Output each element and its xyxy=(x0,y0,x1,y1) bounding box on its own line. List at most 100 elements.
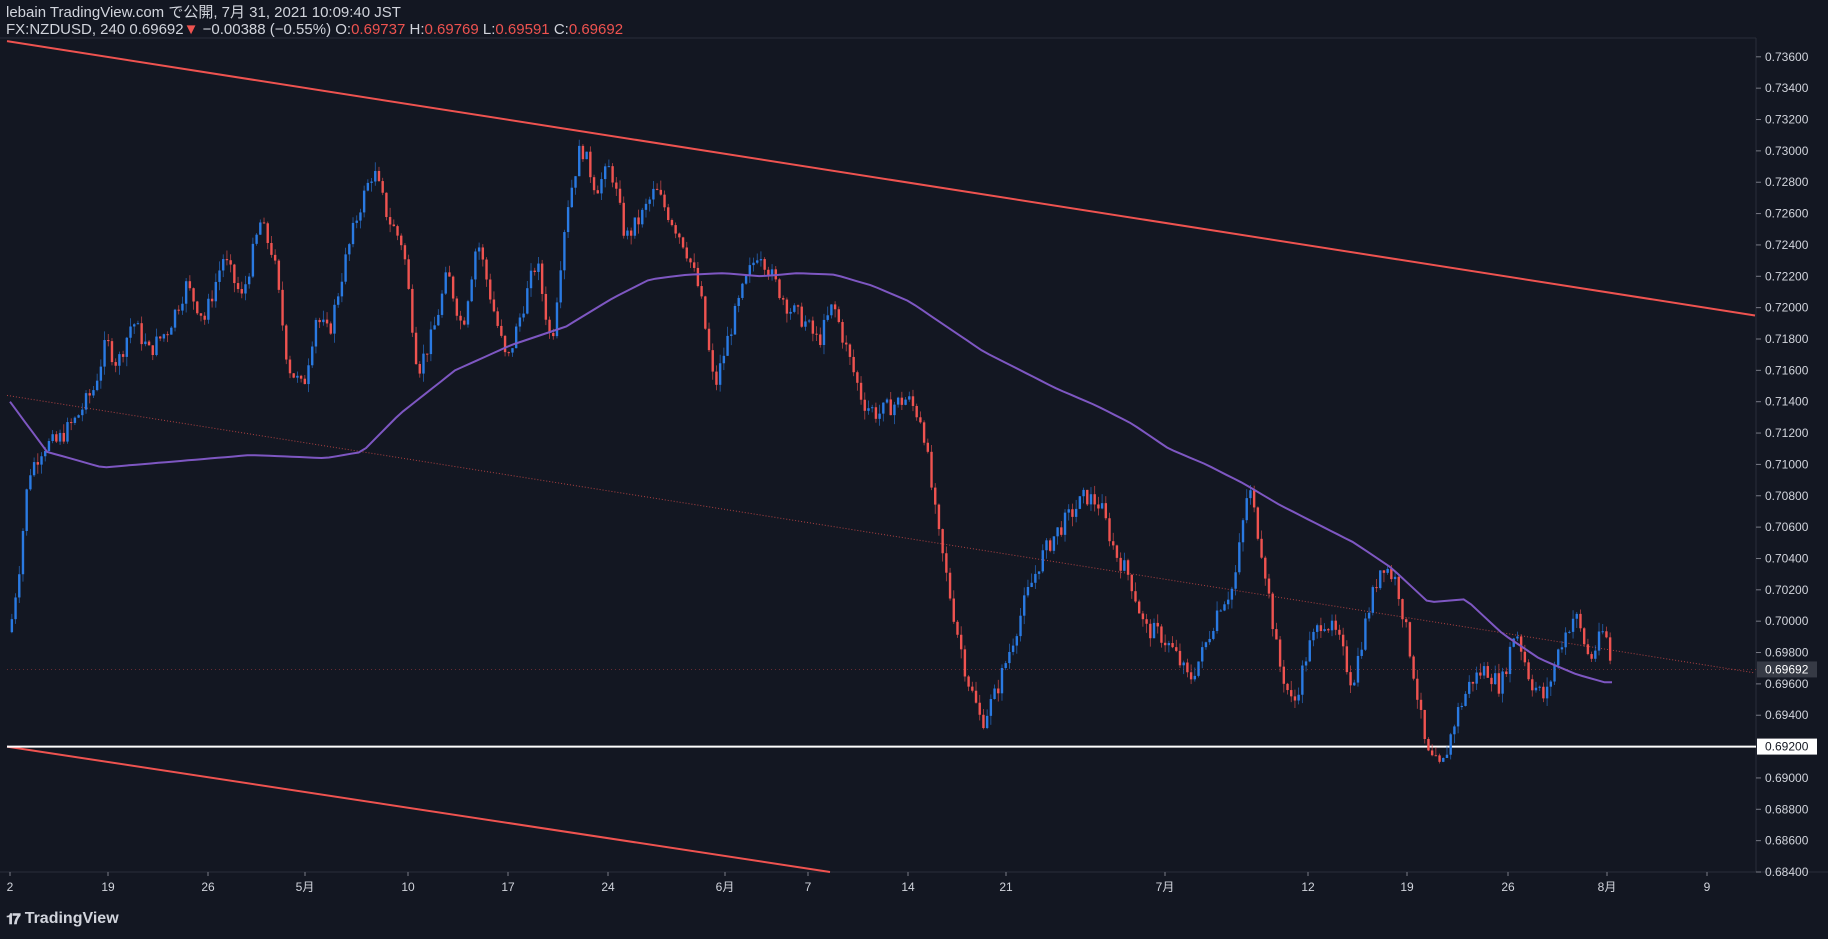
candle-body xyxy=(856,372,859,383)
candle-body xyxy=(1063,512,1067,535)
candle-body xyxy=(807,320,811,322)
candle-body xyxy=(1000,667,1004,694)
candle-body xyxy=(659,189,663,195)
candle-body xyxy=(956,621,959,635)
y-tick-label: 0.70200 xyxy=(1765,583,1809,597)
candle-body xyxy=(492,299,496,312)
candle-body xyxy=(474,251,477,280)
candle-body xyxy=(1097,504,1100,509)
support-price-badge xyxy=(1757,738,1817,755)
candle-body xyxy=(937,504,941,530)
candle-body xyxy=(1482,666,1486,676)
candle-body xyxy=(1601,631,1604,633)
y-tick-label: 0.68600 xyxy=(1765,834,1809,848)
candle-body xyxy=(759,259,763,261)
candle-body xyxy=(552,332,555,337)
candle-body xyxy=(1234,572,1237,589)
y-tick-label: 0.73200 xyxy=(1765,113,1809,127)
candle-body xyxy=(1134,591,1137,602)
candle-body xyxy=(896,397,900,405)
candle-body xyxy=(581,145,585,160)
candle-body xyxy=(1167,643,1171,646)
candle-body xyxy=(396,226,399,236)
channel-upper-line xyxy=(6,40,1756,317)
y-tick-label: 0.72000 xyxy=(1765,301,1809,315)
candle-body xyxy=(963,649,967,677)
x-tick-label: 26 xyxy=(1501,880,1515,894)
candle-body xyxy=(1241,520,1245,543)
candle-body xyxy=(1493,673,1497,685)
candle-body xyxy=(1594,650,1597,659)
candle-body xyxy=(707,328,711,351)
candle-body xyxy=(177,309,180,311)
candle-body xyxy=(489,279,492,300)
candle-body xyxy=(422,353,425,374)
candle-body xyxy=(852,356,855,373)
candle-body xyxy=(533,270,536,272)
candle-body xyxy=(1137,601,1141,614)
candle-body xyxy=(374,170,377,182)
candle-body xyxy=(1367,612,1371,619)
candle-body xyxy=(511,348,514,353)
candle-body xyxy=(1152,622,1156,639)
candle-body xyxy=(299,375,303,379)
candle-body xyxy=(188,281,192,289)
y-tick-label: 0.72800 xyxy=(1765,175,1809,189)
candle-body xyxy=(21,530,25,575)
candle-body xyxy=(1175,647,1178,651)
candle-body xyxy=(1453,726,1456,735)
candle-body xyxy=(1330,620,1334,631)
candle-body xyxy=(455,298,459,316)
candle-body xyxy=(522,313,525,318)
candle-body xyxy=(1071,509,1074,517)
candle-body xyxy=(73,417,77,423)
candle-body xyxy=(429,329,433,355)
close-label: C: xyxy=(553,21,569,38)
candle-body xyxy=(1037,571,1041,574)
candle-body xyxy=(722,355,726,364)
candle-body xyxy=(1512,638,1515,647)
candle-body xyxy=(893,404,896,416)
candle-body xyxy=(99,366,103,381)
candle-body xyxy=(796,305,800,307)
channel-mid-line xyxy=(6,394,1756,674)
candle-body xyxy=(344,254,347,282)
candle-body xyxy=(1456,707,1460,727)
candle-body xyxy=(867,408,870,411)
candle-body xyxy=(466,301,470,325)
candle-body xyxy=(144,341,147,345)
candle-body xyxy=(114,362,117,366)
candle-body xyxy=(652,188,655,200)
candle-body xyxy=(1416,678,1419,700)
tradingview-logo-icon: 𝟏𝟕 xyxy=(6,910,21,928)
candle-body xyxy=(681,237,685,248)
candle-body xyxy=(618,188,622,203)
chart-header: lebain TradingView.com で公開, 7月 31, 2021 … xyxy=(6,4,623,38)
candle-body xyxy=(1464,693,1467,706)
candle-body xyxy=(1445,754,1449,758)
tradingview-logo[interactable]: 𝟏𝟕 TradingView xyxy=(6,910,119,928)
candle-body xyxy=(1260,538,1263,558)
candle-body xyxy=(770,269,774,276)
high-value: 0.69769 xyxy=(424,21,479,38)
y-tick-label: 0.69800 xyxy=(1765,646,1809,660)
candle-body xyxy=(997,688,1000,694)
candle-body xyxy=(514,326,518,349)
candle-body xyxy=(36,462,40,465)
candle-body xyxy=(1475,672,1478,684)
candle-body xyxy=(641,209,644,225)
candle-body xyxy=(214,281,218,302)
candle-body xyxy=(218,270,221,282)
candle-body xyxy=(882,402,885,414)
candle-body xyxy=(403,245,407,260)
candle-body xyxy=(1586,644,1590,655)
x-tick-label: 7月 xyxy=(1156,880,1175,894)
candle-body xyxy=(333,304,336,334)
candle-body xyxy=(385,192,388,218)
candle-body xyxy=(40,456,43,465)
candle-body xyxy=(355,220,358,223)
candle-body xyxy=(225,259,229,261)
candle-body xyxy=(819,334,822,345)
candle-body xyxy=(318,319,321,323)
